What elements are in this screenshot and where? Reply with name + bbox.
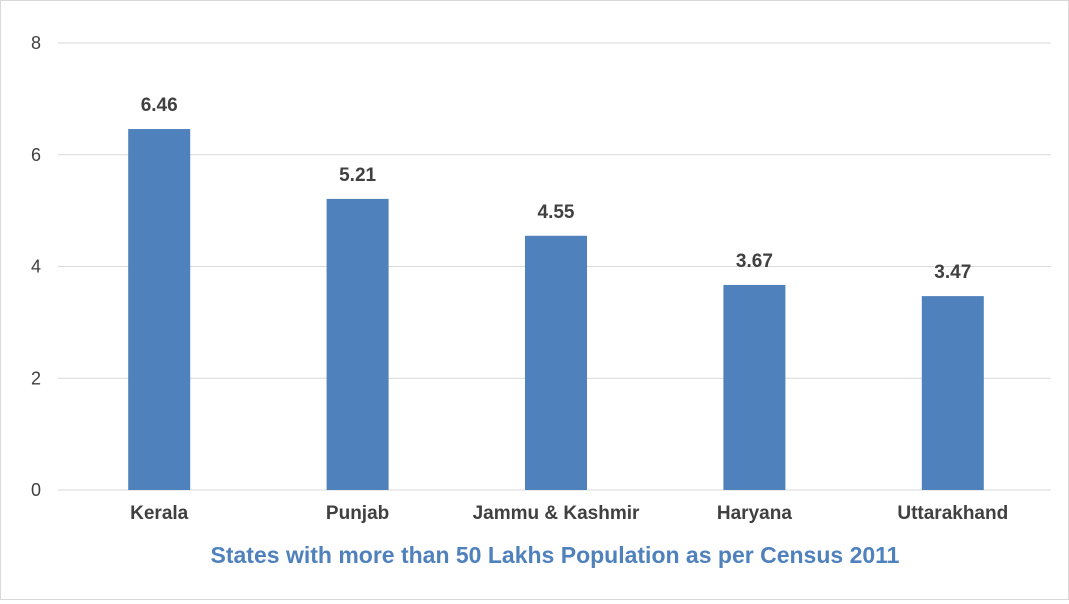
x-tick-label: Uttarakhand <box>897 503 1008 524</box>
y-tick-label: 6 <box>31 145 41 165</box>
data-label: 5.21 <box>339 165 376 186</box>
data-label: 6.46 <box>141 95 178 116</box>
x-tick-label: Haryana <box>717 503 792 524</box>
data-label: 3.47 <box>934 262 971 283</box>
y-tick-label: 4 <box>31 257 41 277</box>
data-labels: 6.46 5.21 4.55 3.67 3.47 <box>141 95 972 283</box>
y-tick-label: 0 <box>31 480 41 500</box>
x-axis-title: States with more than 50 Lakhs Populatio… <box>211 542 900 568</box>
bar <box>723 284 786 490</box>
x-axis-categories: Kerala Punjab Jammu & Kashmir Haryana Uttara… <box>130 503 1008 524</box>
y-tick-label: 2 <box>31 368 41 388</box>
bar <box>128 129 191 491</box>
x-tick-label: Kerala <box>130 503 189 524</box>
y-tick-label: 8 <box>31 33 41 53</box>
data-label: 3.67 <box>736 251 773 272</box>
data-label: 4.55 <box>538 202 575 223</box>
bar <box>921 296 984 490</box>
x-tick-label: Punjab <box>326 503 389 524</box>
bars <box>128 129 984 491</box>
x-tick-label: Jammu & Kashmir <box>473 503 640 524</box>
bar <box>525 235 587 490</box>
y-axis-ticks: 0 2 4 6 8 <box>31 33 41 500</box>
bar <box>326 198 389 491</box>
